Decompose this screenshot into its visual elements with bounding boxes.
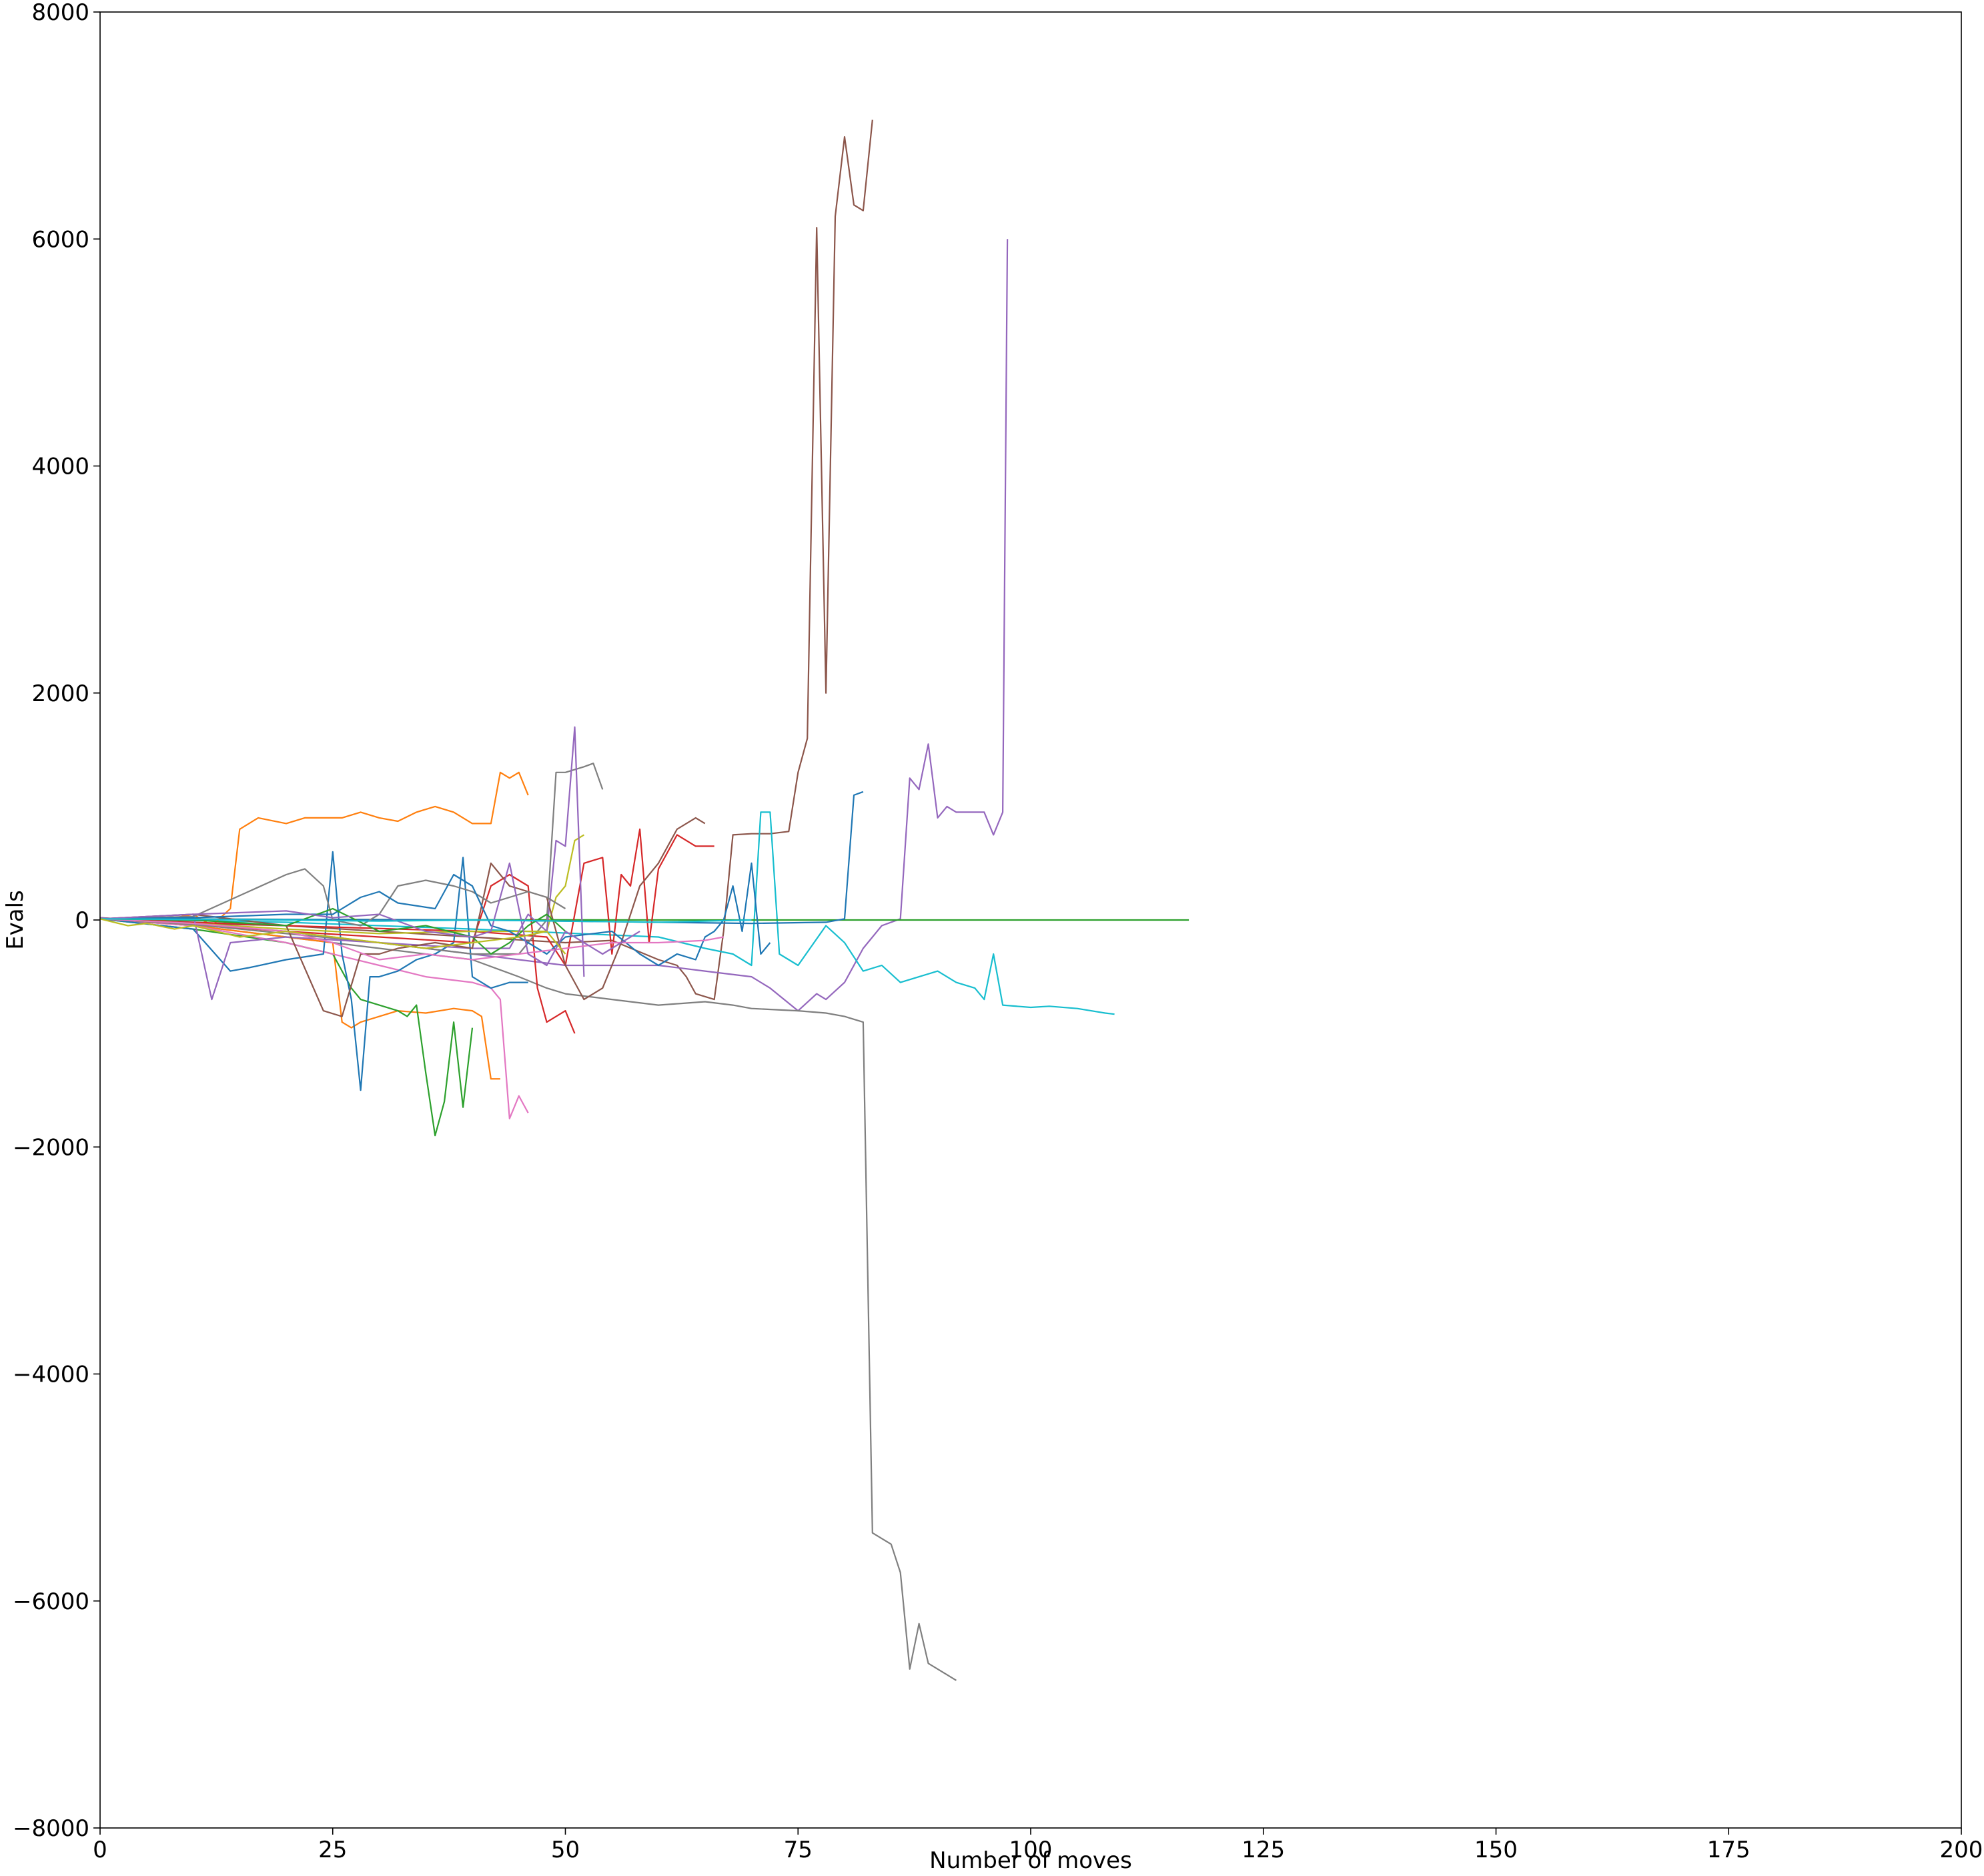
y-axis-label: Evals (2, 890, 29, 950)
series-line (99, 918, 752, 923)
series-line (99, 918, 566, 955)
series-line (99, 119, 873, 1001)
series-line (99, 907, 566, 955)
y-tick-label: −4000 (13, 1362, 89, 1388)
y-tick-label: −2000 (13, 1134, 89, 1161)
series-line (99, 862, 640, 967)
x-tick-label: 150 (1474, 1837, 1518, 1863)
series-line (99, 817, 706, 1017)
x-tick-label: 175 (1707, 1837, 1751, 1863)
series-line (99, 239, 1009, 1012)
series-layer (99, 119, 1189, 1681)
y-tick-label: −8000 (13, 1815, 89, 1842)
y-tick-label: 2000 (31, 680, 89, 707)
x-tick-label: 125 (1242, 1837, 1285, 1863)
series-line (99, 763, 604, 955)
series-line (99, 791, 864, 925)
x-tick-label: 200 (1940, 1837, 1983, 1863)
x-axis-label: Number of moves (929, 1847, 1132, 1874)
series-line (99, 918, 500, 1080)
y-tick-label: 6000 (31, 226, 89, 253)
x-tick-label: 50 (551, 1837, 580, 1863)
y-tick-label: −6000 (13, 1588, 89, 1615)
x-tick-label: 25 (318, 1837, 347, 1863)
x-tick-label: 75 (784, 1837, 813, 1863)
x-tick-label: 100 (1009, 1837, 1053, 1863)
series-line (99, 828, 714, 967)
series-line (99, 862, 771, 967)
series-line (99, 918, 529, 1119)
series-line (99, 726, 585, 1001)
x-tick-label: 0 (93, 1837, 107, 1863)
plot-frame (99, 11, 1962, 1829)
ticks-layer: 0 25 50 75 100 125 150 175 200 −8000 −6000 −4000 −20… (13, 0, 1983, 1863)
y-tick-label: 4000 (31, 454, 89, 480)
series-line (99, 811, 1115, 1015)
y-tick-label: 8000 (31, 0, 89, 26)
series-line (99, 918, 957, 1681)
y-tick-label: 0 (75, 907, 89, 934)
series-line (99, 771, 529, 927)
